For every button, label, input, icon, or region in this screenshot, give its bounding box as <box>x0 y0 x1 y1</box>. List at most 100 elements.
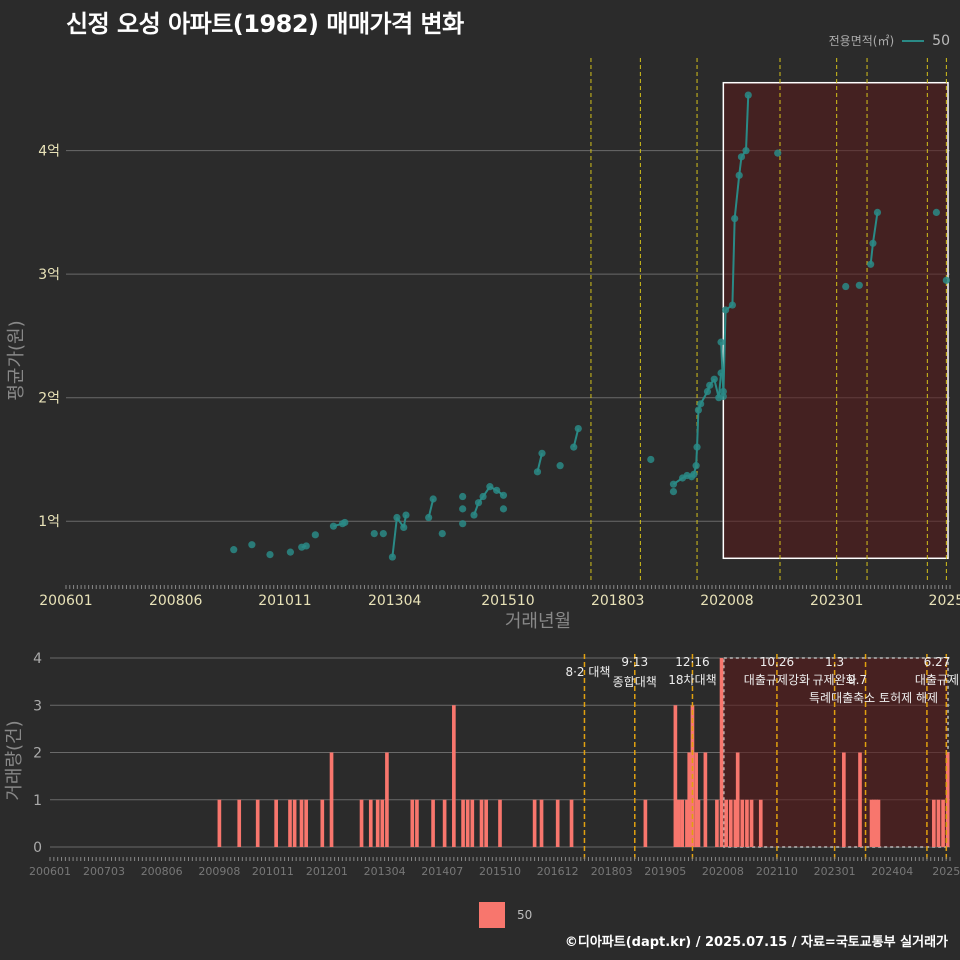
volume-bar <box>288 799 292 847</box>
legend-top: 전용면적(㎡) 50 <box>829 32 950 49</box>
data-point <box>669 487 678 496</box>
x-tick-label: 202404 <box>871 865 913 878</box>
data-point <box>266 550 274 559</box>
footer-credit: ©디아파트(dapt.kr) / 2025.07.15 / 자료=국토교통부 실… <box>564 935 948 950</box>
policy-name-label: 종합대책 <box>613 674 657 689</box>
y-tick-label: 1 <box>33 793 42 809</box>
chart-title: 신정 오성 아파트(1982) 매매가격 변화 <box>66 10 464 38</box>
legend-title: 전용면적(㎡) <box>828 34 895 48</box>
legend-bottom-label: 50 <box>517 908 533 922</box>
data-point <box>459 492 467 501</box>
volume-bar <box>329 752 334 847</box>
data-point <box>744 91 752 99</box>
volume-bar <box>673 705 678 847</box>
x-tick-label: 201905 <box>644 865 686 878</box>
volume-bar <box>680 799 685 847</box>
volume-bar <box>842 752 846 847</box>
volume-bar <box>452 705 456 847</box>
volume-bar <box>442 799 447 847</box>
series-line-segment <box>717 372 723 398</box>
data-point <box>230 546 238 554</box>
data-point <box>692 462 700 470</box>
volume-bar <box>237 799 242 847</box>
volume-bar <box>380 799 385 847</box>
x-tick-label: 201803 <box>591 593 644 609</box>
data-point <box>722 306 730 314</box>
series-line-segment <box>733 175 741 219</box>
volume-bar <box>498 799 502 847</box>
policy-date-label: 6.27 <box>924 655 951 669</box>
data-point <box>855 281 863 289</box>
volume-bar <box>479 799 484 847</box>
volume-bar <box>872 799 876 847</box>
data-point <box>370 529 378 538</box>
data-point <box>493 486 501 494</box>
y-tick-label: 4억 <box>38 144 60 160</box>
volume-bar <box>696 799 701 847</box>
price-chart: 1억 2억 3억 4억 200601 200806 201011 201304 201510 20… <box>6 58 960 632</box>
volume-bar <box>274 799 278 847</box>
volume-bar <box>694 752 698 847</box>
volume-bar <box>874 799 878 847</box>
legend-series-label: 50 <box>932 32 950 49</box>
policy-date-label: 9.7 <box>848 673 867 687</box>
data-point <box>869 239 877 247</box>
data-point <box>647 455 655 464</box>
volume-bar <box>676 799 681 847</box>
series-line-segment <box>722 309 727 397</box>
data-point <box>425 513 433 522</box>
x-tick-label: 201510 <box>479 865 521 878</box>
data-point <box>499 505 508 513</box>
data-point <box>717 369 725 377</box>
volume-bar <box>715 799 719 847</box>
data-point <box>533 468 542 476</box>
y-tick-label: 4 <box>33 651 42 667</box>
volume-bar <box>320 799 325 847</box>
volume-bar <box>461 799 465 847</box>
data-point <box>742 147 750 155</box>
data-point <box>248 541 256 549</box>
data-point <box>459 520 467 528</box>
y-tick-label: 0 <box>33 840 42 856</box>
y-tick-label: 2 <box>33 746 42 762</box>
legend-line-swatch <box>902 39 925 42</box>
data-point <box>693 443 701 451</box>
data-point <box>429 495 437 503</box>
x-tick-label: 201304 <box>364 865 406 878</box>
data-point <box>402 511 410 519</box>
series-line-segment <box>696 410 700 448</box>
data-point <box>694 406 703 414</box>
data-point <box>499 491 508 499</box>
data-point <box>329 522 338 530</box>
series-line-segment <box>731 218 736 306</box>
data-point <box>697 400 705 408</box>
volume-bar <box>740 799 745 847</box>
data-point <box>731 214 739 223</box>
volume-bar <box>484 799 488 847</box>
data-point <box>703 387 712 396</box>
policy-name-label: 특례대출축소 토허제 해제 <box>809 691 938 705</box>
highlight-box <box>722 81 949 560</box>
data-point <box>341 518 349 527</box>
volume-chart: 0 1 2 3 4 8·2 대책 9·13 종합대책 12·16 18차대책 10.26 대출규제강화… <box>4 651 960 878</box>
volume-bar <box>703 752 708 847</box>
x-tick-label: 2025 <box>929 593 960 609</box>
x-tick-label: 201407 <box>421 865 463 878</box>
y-tick-label: 2억 <box>38 391 60 407</box>
volume-bar <box>368 799 373 847</box>
data-point <box>867 260 875 268</box>
data-point <box>690 470 698 478</box>
x-tick-label: 202110 <box>756 865 798 878</box>
volume-bar <box>431 799 435 847</box>
data-point <box>479 492 487 501</box>
volume-bar <box>869 799 874 847</box>
volume-bar <box>569 799 574 847</box>
data-point <box>556 462 564 470</box>
data-point <box>388 553 396 561</box>
data-point <box>311 531 319 539</box>
x-tick-label: 201011 <box>258 593 311 609</box>
series-line-segment <box>391 517 398 558</box>
data-point <box>842 282 850 291</box>
data-point <box>735 171 743 179</box>
volume-bar <box>532 799 537 847</box>
